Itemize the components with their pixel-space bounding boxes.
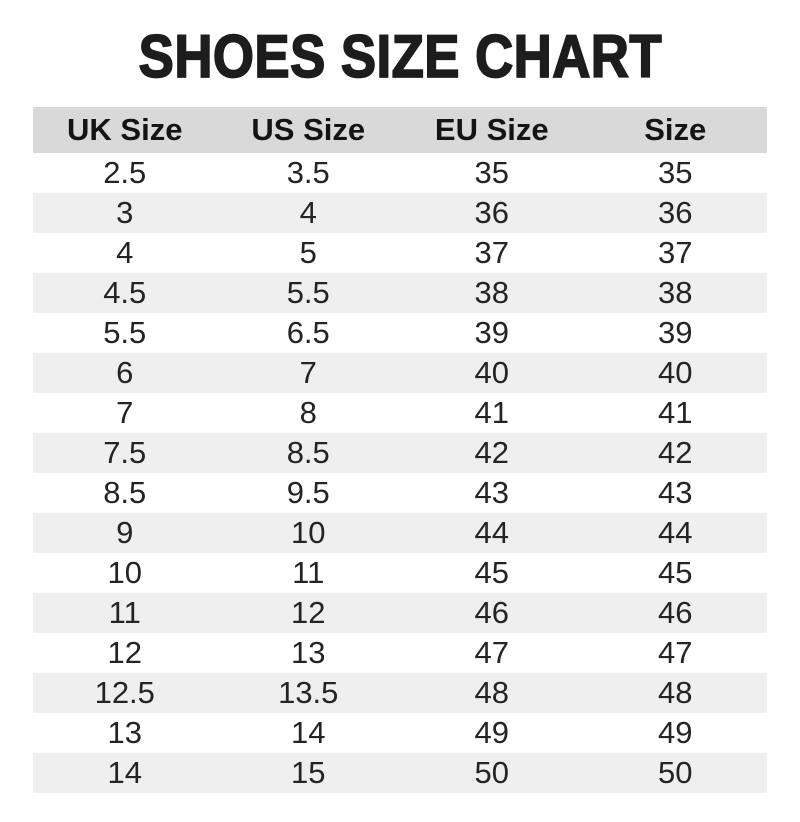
header-cell-uk-size: UK Size	[33, 107, 217, 153]
table-cell: 13	[291, 635, 326, 670]
table-cell: 36	[658, 195, 693, 230]
table-row: 13 14 49 49	[33, 713, 767, 753]
table-cell: 9.5	[286, 475, 330, 510]
table-cell: 35	[474, 155, 509, 190]
table-cell: 13.5	[278, 675, 339, 710]
table-cell: 6	[116, 355, 134, 390]
table-cell: 40	[474, 355, 509, 390]
table-cell: 40	[658, 355, 693, 390]
table-cell: 39	[658, 315, 693, 350]
table-cell: 45	[658, 555, 693, 590]
table-row: 7 8 41 41	[33, 393, 767, 433]
table-row: 8.5 9.5 43 43	[33, 473, 767, 513]
table-cell: 5.5	[103, 315, 147, 350]
table-cell: 14	[291, 715, 326, 750]
table-cell: 45	[474, 555, 509, 590]
table-cell: 8.5	[103, 475, 147, 510]
table-cell: 37	[474, 235, 509, 270]
header-cell-size: Size	[583, 107, 767, 153]
table-cell: 7.5	[103, 435, 147, 470]
table-cell: 35	[658, 155, 693, 190]
table-cell: 46	[658, 595, 693, 630]
table-cell: 7	[116, 395, 134, 430]
header-cell-us-size: US Size	[216, 107, 400, 153]
table-cell: 43	[474, 475, 509, 510]
table-row: 2.5 3.5 35 35	[33, 153, 767, 193]
table-cell: 7	[299, 355, 317, 390]
table-row: 9 10 44 44	[33, 513, 767, 553]
table-cell: 6.5	[286, 315, 330, 350]
table-cell: 10	[291, 515, 326, 550]
table-header-row: UK Size US Size EU Size Size	[33, 107, 767, 153]
page-title: SHOES SIZE CHART	[138, 22, 663, 91]
table-row: 6 7 40 40	[33, 353, 767, 393]
table-cell: 12.5	[94, 675, 155, 710]
table-cell: 46	[474, 595, 509, 630]
table-row: 12.5 13.5 48 48	[33, 673, 767, 713]
table-cell: 39	[474, 315, 509, 350]
table-cell: 14	[107, 755, 142, 790]
table-cell: 44	[658, 515, 693, 550]
table-row: 4.5 5.5 38 38	[33, 273, 767, 313]
table-cell: 5.5	[286, 275, 330, 310]
table-cell: 42	[658, 435, 693, 470]
table-cell: 38	[658, 275, 693, 310]
table-header: UK Size US Size EU Size Size	[33, 107, 767, 153]
table-cell: 9	[116, 515, 134, 550]
table-cell: 4	[299, 195, 317, 230]
table-row: 7.5 8.5 42 42	[33, 433, 767, 473]
table-row: 3 4 36 36	[33, 193, 767, 233]
table-cell: 10	[107, 555, 142, 590]
table-cell: 8.5	[286, 435, 330, 470]
table-cell: 3.5	[286, 155, 330, 190]
table-cell: 50	[658, 755, 693, 790]
table-cell: 37	[658, 235, 693, 270]
table-cell: 15	[291, 755, 326, 790]
table-cell: 48	[474, 675, 509, 710]
header-cell-eu-size: EU Size	[400, 107, 584, 153]
table-cell: 13	[107, 715, 142, 750]
table-cell: 12	[107, 635, 142, 670]
table-cell: 38	[474, 275, 509, 310]
table-cell: 49	[474, 715, 509, 750]
table-row: 12 13 47 47	[33, 633, 767, 673]
table-row: 4 5 37 37	[33, 233, 767, 273]
table-row: 11 12 46 46	[33, 593, 767, 633]
table-cell: 3	[116, 195, 134, 230]
table-cell: 50	[474, 755, 509, 790]
table-cell: 43	[658, 475, 693, 510]
table-cell: 49	[658, 715, 693, 750]
table-cell: 42	[474, 435, 509, 470]
table-cell: 41	[658, 395, 693, 430]
shoe-size-table: UK Size US Size EU Size Size 2.5 3.5 35 35 3 4 36…	[33, 107, 767, 793]
table-cell: 11	[292, 555, 325, 590]
table-cell: 48	[658, 675, 693, 710]
table-row: 5.5 6.5 39 39	[33, 313, 767, 353]
table-row: 10 11 45 45	[33, 553, 767, 593]
table-cell: 47	[474, 635, 509, 670]
table-cell: 5	[299, 235, 317, 270]
table-cell: 36	[474, 195, 509, 230]
table-cell: 44	[474, 515, 509, 550]
table-cell: 47	[658, 635, 693, 670]
table-cell: 41	[474, 395, 509, 430]
table-row: 14 15 50 50	[33, 753, 767, 793]
table-cell: 4	[116, 235, 134, 270]
table-cell: 2.5	[103, 155, 147, 190]
table-cell: 11	[108, 595, 141, 630]
table-body: 2.5 3.5 35 35 3 4 36 36 4 5 37 37 4.5 5.5 38 38 5.5 6.5 39…	[33, 153, 767, 793]
table-cell: 8	[299, 395, 317, 430]
table-cell: 4.5	[103, 275, 147, 310]
table-cell: 12	[291, 595, 326, 630]
page-header: SHOES SIZE CHART	[0, 22, 800, 92]
